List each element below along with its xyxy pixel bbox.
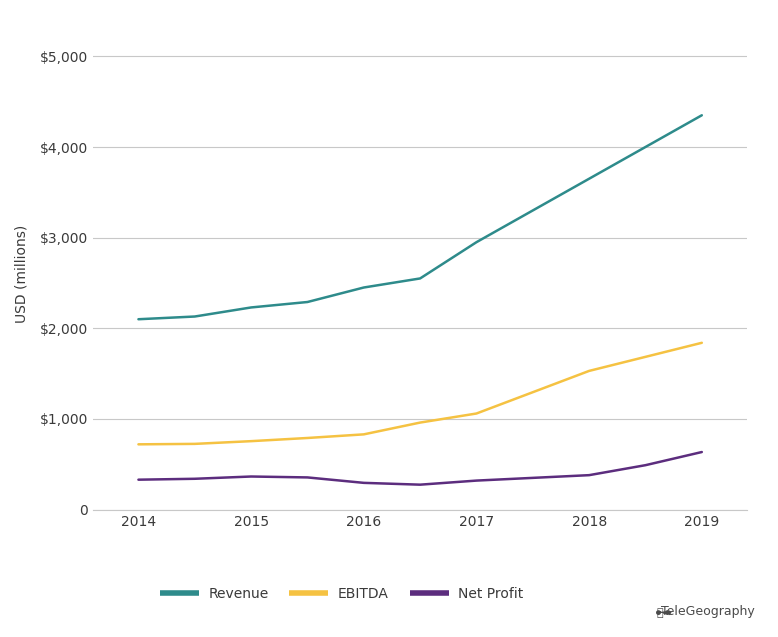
- Text: ●━●: ●━●: [656, 608, 671, 617]
- Text: TeleGeography: TeleGeography: [661, 605, 755, 618]
- Text: ⛭➡: ⛭➡: [657, 608, 673, 618]
- Y-axis label: USD (millions): USD (millions): [14, 225, 28, 323]
- Legend: Revenue, EBITDA, Net Profit: Revenue, EBITDA, Net Profit: [154, 581, 529, 606]
